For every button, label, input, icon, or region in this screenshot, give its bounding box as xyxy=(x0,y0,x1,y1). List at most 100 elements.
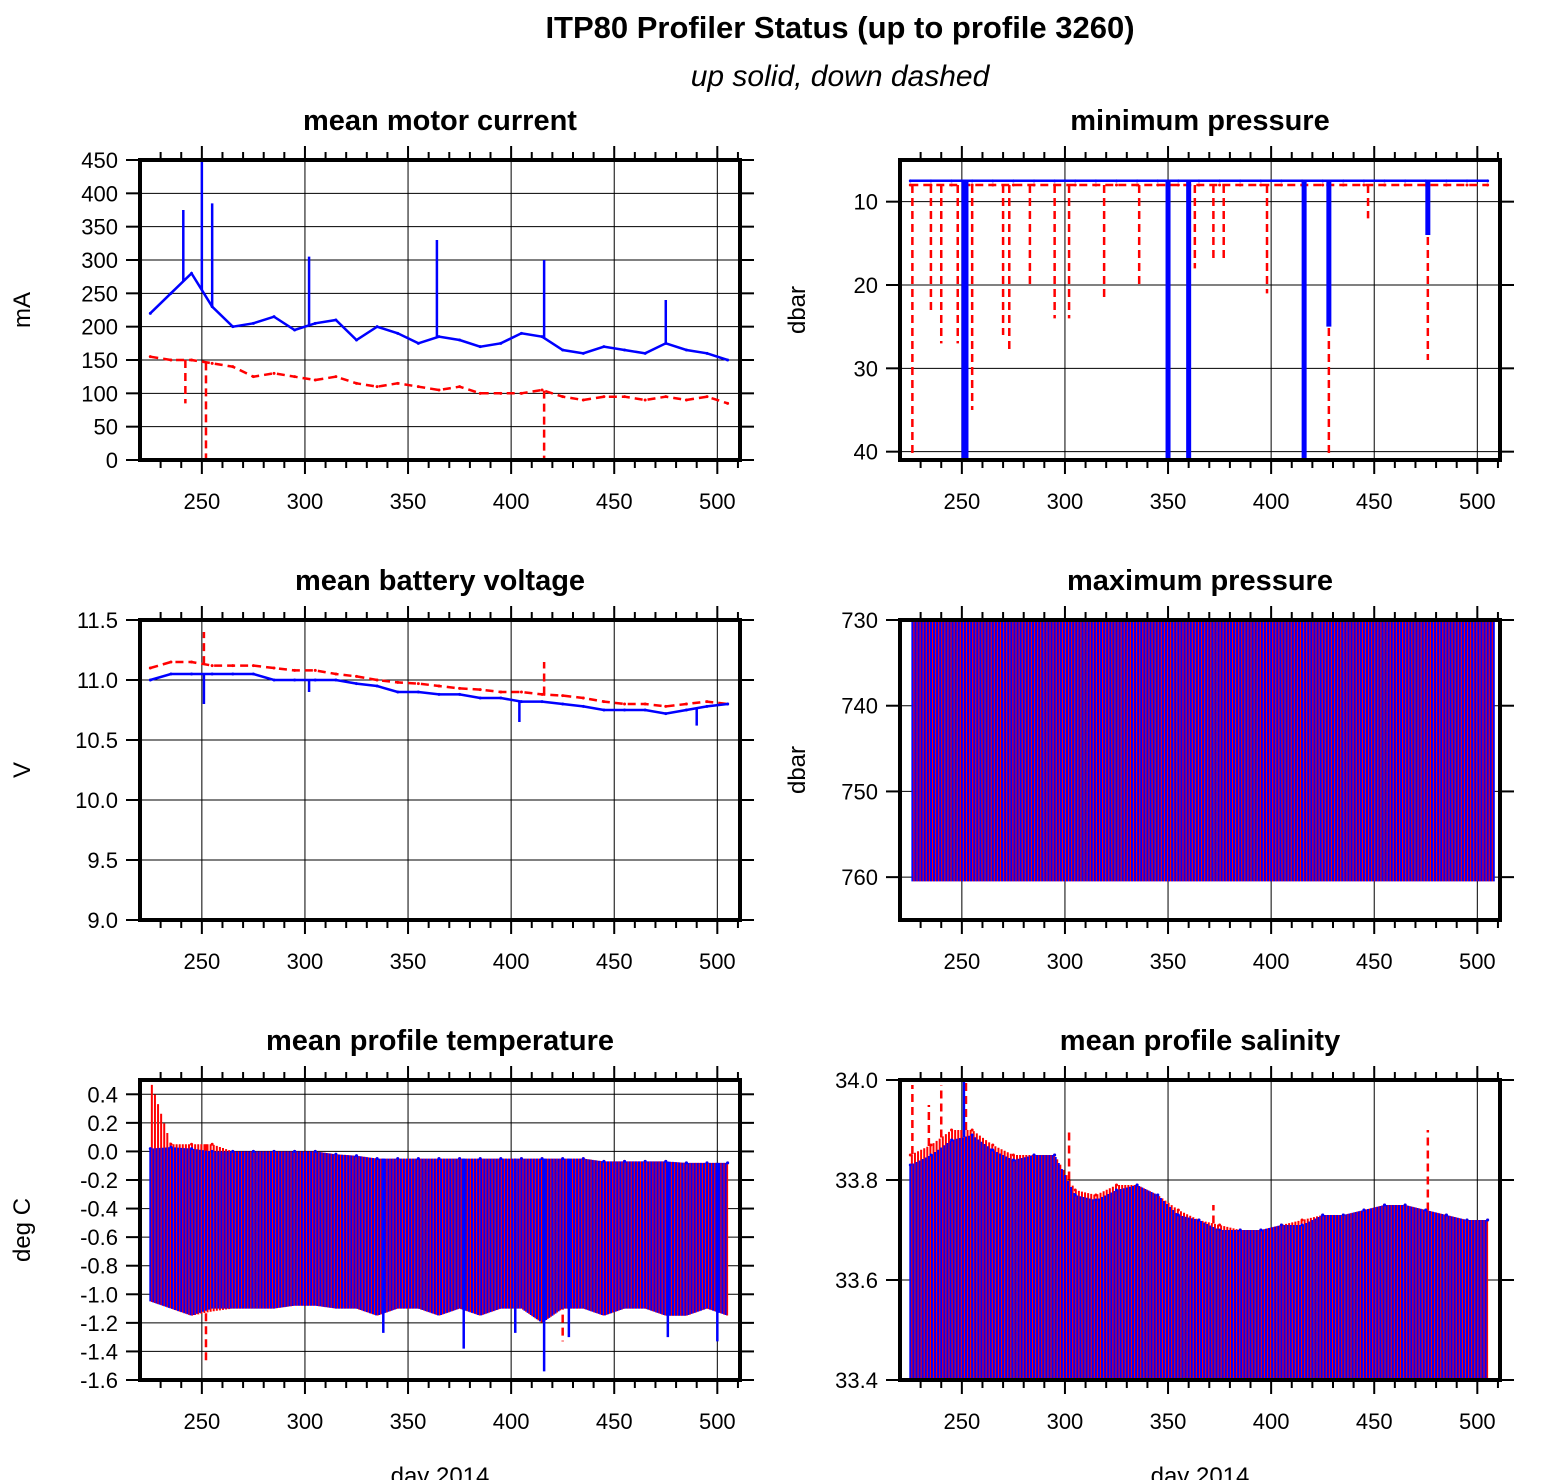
data-point-up xyxy=(929,179,933,183)
y-tick-label: 0.2 xyxy=(87,1111,118,1136)
data-point-up xyxy=(1135,179,1139,183)
plot-frame xyxy=(898,618,1502,922)
data-point-up xyxy=(169,291,173,295)
data-point-up xyxy=(148,1147,152,1151)
data-point-down xyxy=(1259,183,1263,187)
data-point-up xyxy=(148,678,152,682)
data-point-up xyxy=(561,348,565,352)
x-tick-label: 300 xyxy=(1047,489,1084,514)
data-point-up xyxy=(991,1148,995,1152)
panel-title: maximum pressure xyxy=(1067,565,1333,597)
x-tick-label: 300 xyxy=(287,489,324,514)
data-point-up xyxy=(458,692,462,696)
x-tick-label: 300 xyxy=(1047,949,1084,974)
data-point-up xyxy=(726,1161,730,1165)
panel-title: mean battery voltage xyxy=(295,565,585,597)
data-point-up xyxy=(313,1149,317,1153)
x-tick-label: 400 xyxy=(493,949,530,974)
data-point-up xyxy=(623,348,627,352)
data-point-up xyxy=(1465,179,1469,183)
y-tick-label: 10 xyxy=(854,190,878,215)
x-tick-label: 450 xyxy=(1356,1409,1393,1434)
y-tick-label: -1.6 xyxy=(80,1368,118,1393)
y-tick-label: 30 xyxy=(854,356,878,381)
data-point-up xyxy=(210,672,214,676)
x-axis-label: day 2014 xyxy=(391,1463,490,1480)
panel-maximum-pressure: maximum pressure dbar 250 300 350 400 450 500 73… xyxy=(784,565,1514,974)
data-point-up xyxy=(396,331,400,335)
data-point-down xyxy=(1341,183,1345,187)
y-tick-label: 200 xyxy=(81,315,118,340)
y-tick-label: 11.5 xyxy=(77,608,118,633)
data-point-down xyxy=(478,391,482,395)
data-point-up xyxy=(499,341,503,345)
x-tick-label: 350 xyxy=(1150,1409,1187,1434)
data-point-up xyxy=(354,682,358,686)
data-point-up xyxy=(950,1138,954,1142)
x-tick-label: 450 xyxy=(1356,949,1393,974)
data-point-up xyxy=(1156,179,1160,183)
data-point-down xyxy=(334,375,338,379)
x-tick-label: 500 xyxy=(699,949,736,974)
data-point-down xyxy=(908,1153,912,1157)
data-point-up xyxy=(478,1157,482,1161)
data-point-down xyxy=(519,690,523,694)
data-point-up xyxy=(1403,179,1407,183)
data-point-up xyxy=(643,1159,647,1163)
data-point-down xyxy=(458,686,462,690)
data-point-up xyxy=(581,351,585,355)
data-point-down xyxy=(293,668,297,672)
data-point-down xyxy=(602,395,606,399)
data-point-up xyxy=(190,672,194,676)
y-tick-label: 0.0 xyxy=(87,1139,118,1164)
data-point-down xyxy=(664,704,668,708)
data-point-down xyxy=(458,385,462,389)
y-tick-label: -0.8 xyxy=(80,1254,118,1279)
data-point-up xyxy=(1238,179,1242,183)
y-tick-label: -0.2 xyxy=(80,1168,118,1193)
data-point-up xyxy=(272,315,276,319)
data-point-up xyxy=(1341,1213,1345,1217)
data-point-down xyxy=(375,385,379,389)
data-point-up xyxy=(929,1153,933,1157)
data-point-up xyxy=(950,179,954,183)
data-point-down xyxy=(664,395,668,399)
data-point-up xyxy=(1383,1203,1387,1207)
data-point-down xyxy=(1032,183,1036,187)
x-tick-label: 400 xyxy=(1253,1409,1290,1434)
y-tick-label: 33.4 xyxy=(835,1368,878,1393)
data-point-down xyxy=(623,702,627,706)
data-point-up xyxy=(313,678,317,682)
data-point-down xyxy=(210,361,214,365)
data-point-down xyxy=(540,388,544,392)
data-point-up xyxy=(354,1154,358,1158)
data-point-up xyxy=(251,1149,255,1153)
y-tick-label: 20 xyxy=(854,273,878,298)
data-point-down xyxy=(908,183,912,187)
data-point-up xyxy=(334,1152,338,1156)
data-point-down xyxy=(293,375,297,379)
data-point-up xyxy=(643,351,647,355)
data-point-up xyxy=(705,704,709,708)
x-tick-label: 300 xyxy=(287,1409,324,1434)
data-point-down xyxy=(210,664,214,668)
data-point-down xyxy=(1300,1218,1304,1222)
plot-frame xyxy=(138,1078,742,1382)
data-point-up xyxy=(293,678,297,682)
series-up xyxy=(908,179,1490,460)
data-point-down xyxy=(251,664,255,668)
y-axis-label: V xyxy=(9,762,36,778)
data-point-down xyxy=(1114,1183,1118,1187)
data-point-down xyxy=(210,1142,214,1146)
data-point-up xyxy=(1444,179,1448,183)
data-point-up xyxy=(1032,179,1036,183)
x-tick-label: 300 xyxy=(287,949,324,974)
subtitle: up solid, down dashed xyxy=(690,60,990,93)
y-tick-label: -1.4 xyxy=(80,1339,118,1364)
data-point-down xyxy=(1383,183,1387,187)
data-point-down xyxy=(1011,183,1015,187)
data-point-up xyxy=(1486,179,1490,183)
data-point-up xyxy=(602,345,606,349)
data-point-down xyxy=(190,1142,194,1146)
